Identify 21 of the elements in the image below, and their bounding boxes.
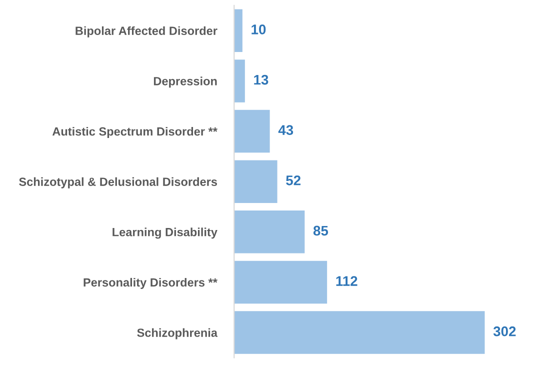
bar	[234, 311, 485, 354]
y-tick-label: Autistic Spectrum Disorder **	[52, 126, 218, 138]
data-label: 112	[336, 276, 358, 286]
y-tick-label: Depression	[154, 76, 217, 88]
data-label: 10	[252, 24, 266, 34]
bar	[234, 110, 270, 153]
bar	[234, 260, 328, 304]
data-label: 43	[278, 125, 294, 136]
y-tick-label: Schizophrenia	[137, 328, 218, 340]
bar	[234, 60, 245, 102]
data-label: 13	[254, 74, 268, 85]
y-tick-label: Bipolar Affected Disorder	[76, 26, 218, 38]
bar	[234, 9, 242, 52]
bar	[234, 160, 278, 203]
data-label: 52	[286, 175, 301, 186]
y-tick-label: Learning Disability	[112, 228, 218, 239]
data-label: 302	[493, 326, 516, 336]
y-tick-label: Schizotypal & Delusional Disorders	[19, 177, 217, 188]
y-tick-label: Personality Disorders **	[84, 278, 218, 289]
data-label: 85	[313, 226, 328, 236]
bar	[234, 210, 305, 254]
